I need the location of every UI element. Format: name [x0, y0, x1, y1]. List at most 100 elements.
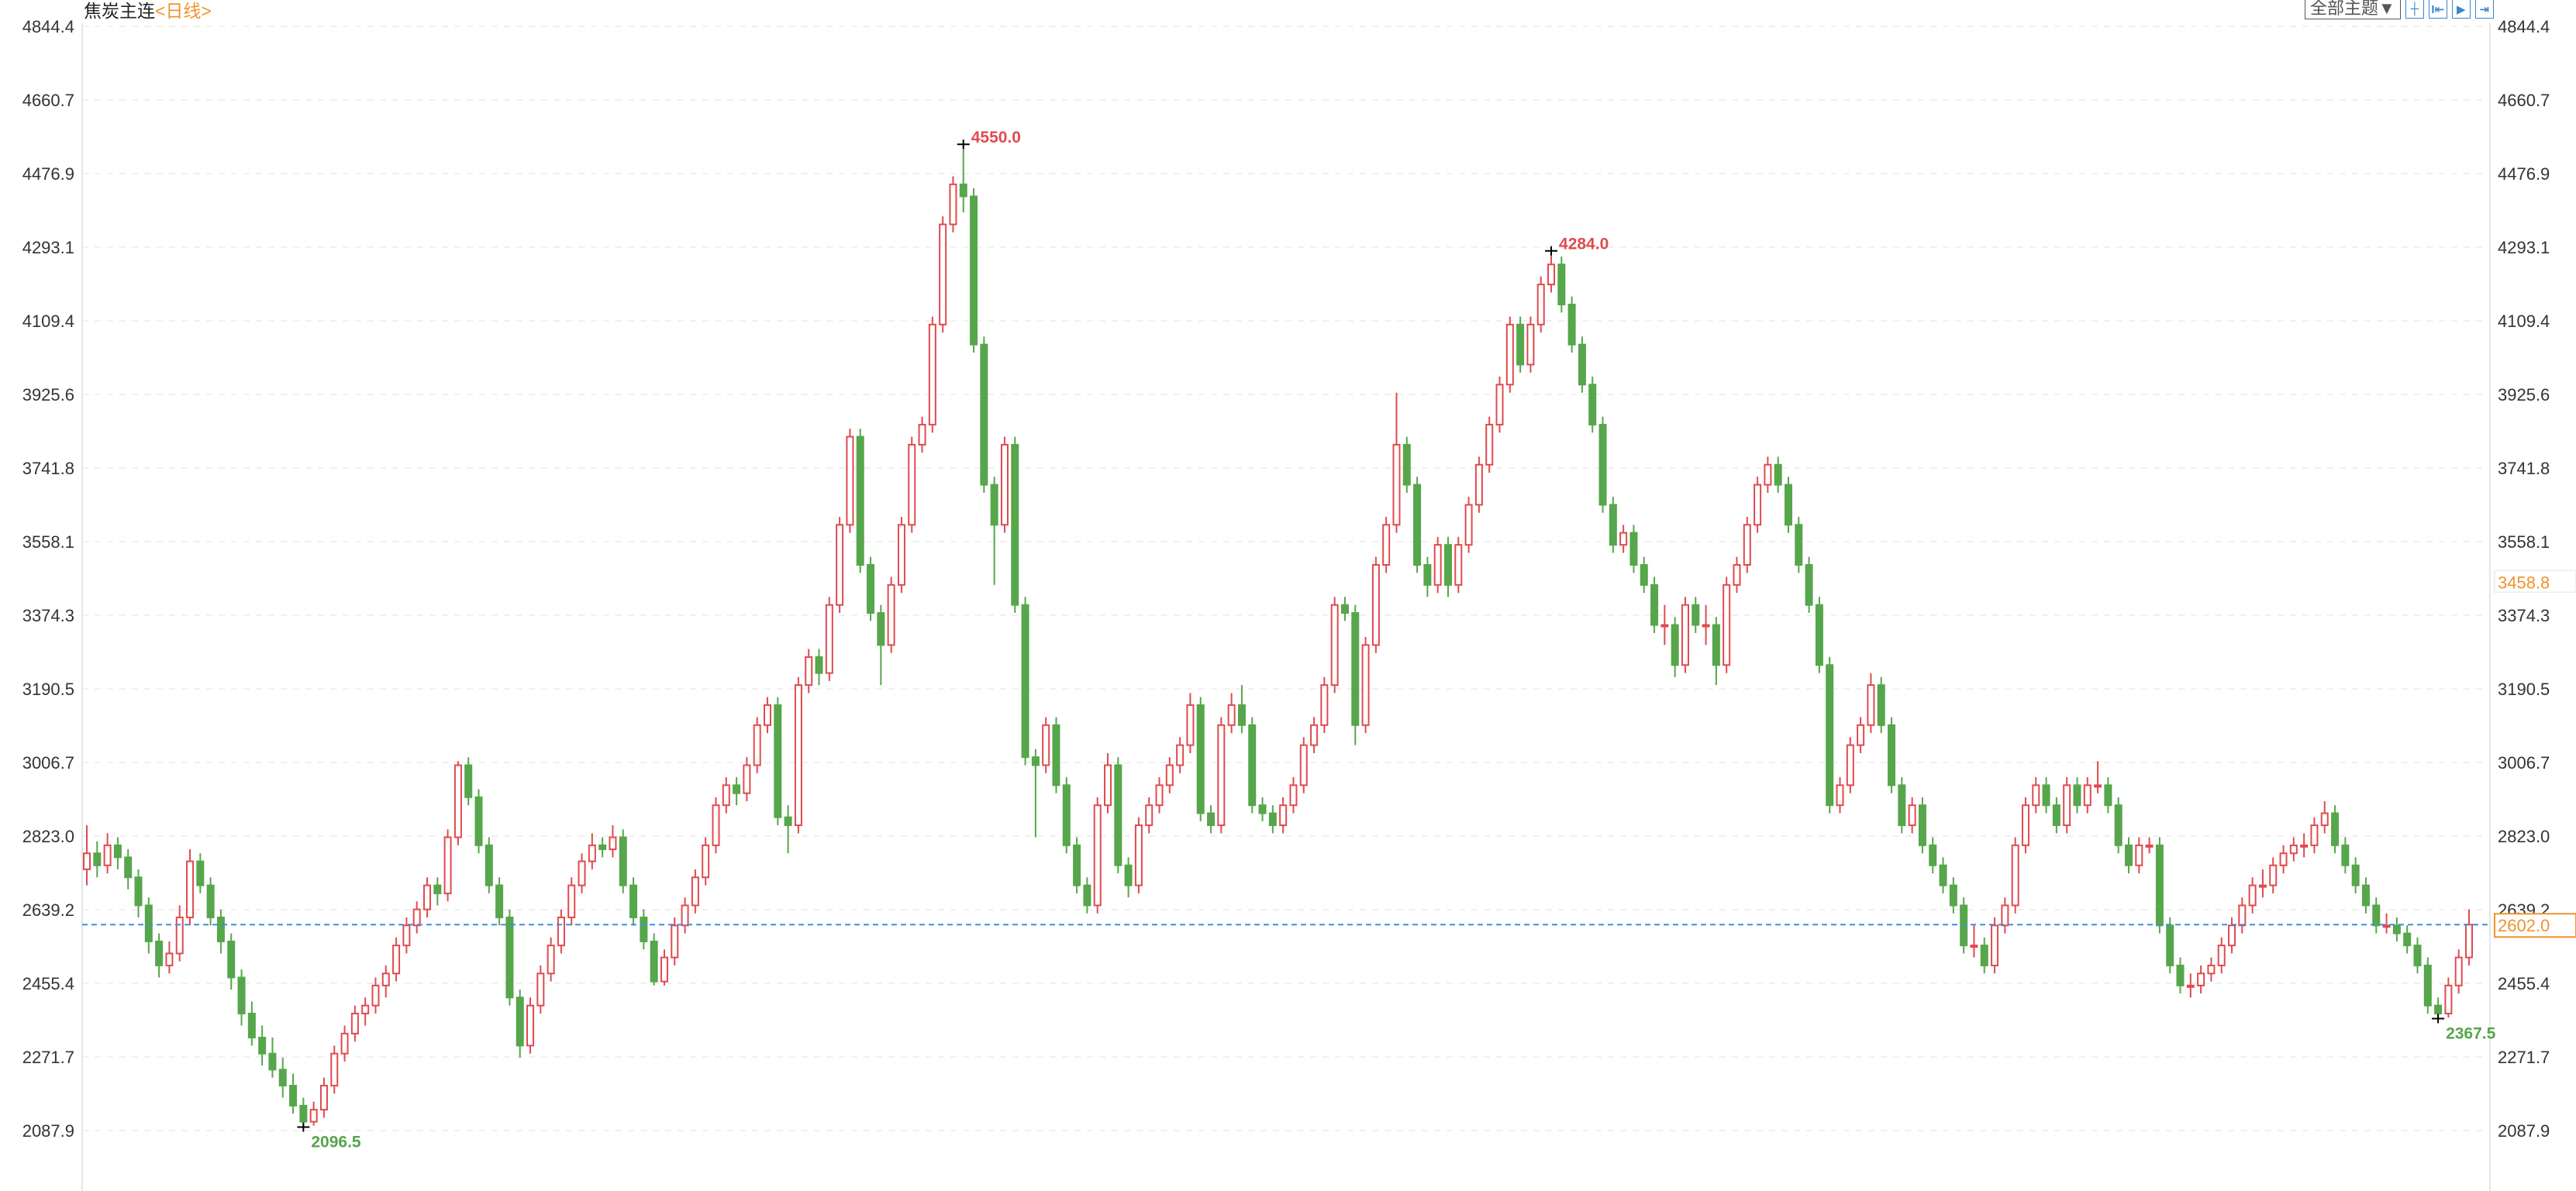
candle [1186, 693, 1195, 753]
candle-body-up [2197, 972, 2205, 986]
candle [1815, 597, 1823, 673]
candle [567, 877, 576, 926]
candle [970, 188, 978, 353]
candle-body-up [2145, 844, 2154, 848]
candle [1237, 685, 1246, 734]
candle [867, 556, 875, 621]
candle [877, 604, 885, 686]
candle [1826, 656, 1834, 814]
candle [897, 516, 905, 594]
candle [1723, 577, 1731, 673]
candle [1114, 757, 1122, 874]
candle [2248, 877, 2257, 914]
candle [2423, 957, 2432, 1014]
candle [1660, 604, 1669, 645]
candle-body-up [1867, 684, 1875, 726]
candle [1289, 776, 1298, 814]
candle [1877, 676, 1885, 734]
candle-body-up [1723, 583, 1731, 666]
candle-body-down [485, 844, 493, 886]
candle-body-up [340, 1032, 349, 1055]
candle [268, 1038, 277, 1078]
zoom-range-icon[interactable]: I⇤ [2428, 0, 2447, 19]
candle-body-up [1145, 804, 1154, 827]
candle [144, 897, 153, 954]
y-tick-label-right: 3741.8 [2498, 459, 2550, 478]
candle-body-up [1454, 544, 1463, 586]
candle [1805, 556, 1813, 614]
candle-body-down [1351, 612, 1360, 726]
period-label[interactable]: <日线> [155, 1, 212, 21]
y-tick-label-right: 3558.1 [2498, 532, 2550, 552]
candle [2361, 877, 2370, 914]
candle-body-up [1619, 532, 1628, 546]
candle-body-down [2114, 804, 2123, 846]
y-tick-label-right: 4293.1 [2498, 238, 2550, 257]
candle [1454, 536, 1463, 594]
candle [2269, 857, 2278, 893]
candle [1918, 797, 1926, 854]
candle [825, 597, 833, 681]
candle [1474, 456, 1483, 513]
candle-body-up [1474, 463, 1483, 506]
candle [1567, 296, 1576, 353]
candle-body-down [516, 997, 524, 1047]
candle-body-down [1815, 604, 1823, 666]
candle [2331, 805, 2340, 854]
candle [1011, 436, 1019, 614]
chart-title: 焦炭主连<日线> [84, 0, 212, 22]
candle-body-up [2465, 924, 2473, 959]
candle [578, 853, 586, 893]
crosshair-icon[interactable]: ┼ [2405, 0, 2424, 19]
candle-body-up [1464, 504, 1473, 546]
y-tick-label-right: 3374.3 [2498, 606, 2550, 625]
candle [2310, 817, 2319, 854]
candle-body-down [1196, 704, 1205, 814]
candle [1970, 925, 1978, 958]
y-tick-label-left: 2455.4 [22, 974, 74, 993]
theme-dropdown[interactable]: 全部主题▼ [2305, 0, 2401, 19]
candle-body-up [897, 524, 905, 586]
jump-to-end-icon[interactable]: ⇥ [2474, 0, 2494, 19]
candle-body-up [1485, 424, 1494, 466]
candle [2176, 957, 2185, 994]
candle [2125, 837, 2133, 874]
candle-body-down [2341, 844, 2350, 866]
candle [1207, 805, 1216, 834]
last-price-box [2494, 913, 2576, 938]
candle-body-up [423, 884, 431, 910]
candle [1733, 556, 1741, 594]
candle [1340, 597, 1349, 621]
candle [856, 429, 864, 573]
candle-body-up [1320, 684, 1329, 726]
candle-body-down [1567, 303, 1576, 346]
candle [83, 825, 91, 886]
candle-body-up [443, 836, 452, 894]
candle-body-down [278, 1069, 287, 1087]
candle-body-down [980, 343, 988, 486]
candle-body-down [1207, 812, 1216, 827]
instrument-name: 焦炭主连 [84, 1, 155, 21]
play-forward-icon[interactable]: ▶ [2451, 0, 2471, 19]
candle-body-up [1093, 804, 1102, 907]
candle [2052, 797, 2060, 834]
candle [2413, 937, 2422, 974]
candle [2073, 776, 2081, 814]
candle [2166, 917, 2174, 974]
annotations: 4550.0 2096.5 4284.0 2367.5 2602.0 3458.8 [82, 129, 2576, 1151]
y-tick-label-right: 4476.9 [2498, 164, 2550, 184]
candle [1702, 604, 1710, 645]
y-tick-label-left: 4476.9 [22, 164, 74, 184]
y-tick-label-right: 4844.4 [2498, 17, 2550, 36]
candle-body-up [381, 972, 390, 986]
candle [1557, 256, 1566, 313]
candle-body-down [867, 564, 875, 614]
candle [1671, 617, 1679, 677]
y-tick-label-left: 2823.0 [22, 827, 74, 846]
candle-body-down [2331, 812, 2340, 846]
candle [1588, 377, 1597, 433]
candle [206, 877, 215, 926]
candle-body-down [1609, 504, 1617, 546]
candle [1836, 776, 1844, 814]
